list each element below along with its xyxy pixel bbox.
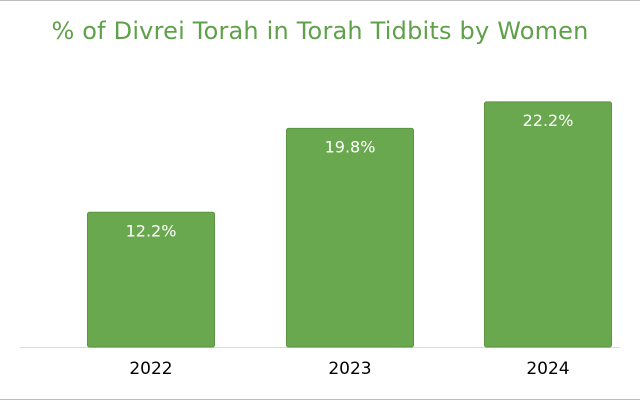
bar-2022: [87, 211, 215, 348]
data-label-2023: 19.8%: [325, 137, 376, 156]
data-label-2024: 22.2%: [523, 111, 574, 130]
chart-title: % of Divrei Torah in Torah Tidbits by Wo…: [51, 17, 589, 45]
data-label-2022: 12.2%: [126, 221, 177, 240]
x-tick-label-2022: 2022: [129, 359, 172, 379]
x-tick-label-2024: 2024: [526, 359, 569, 379]
bar-2024: [484, 101, 612, 348]
bar-2023: [286, 127, 414, 348]
x-tick-label-2023: 2023: [328, 359, 371, 379]
